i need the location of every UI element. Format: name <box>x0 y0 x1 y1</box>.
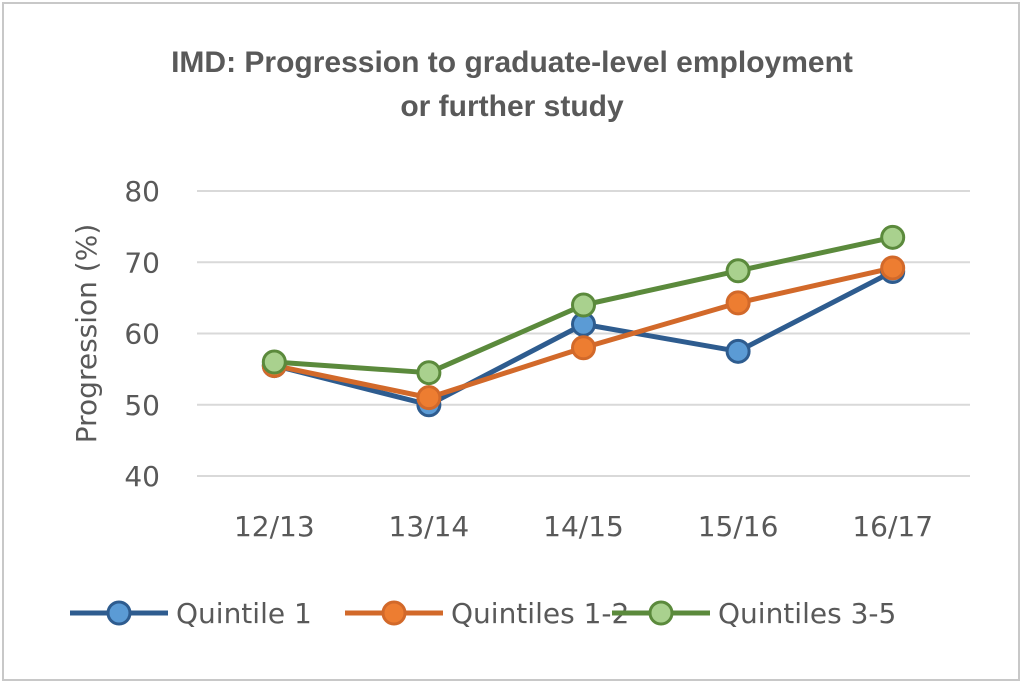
legend-marker-3 <box>648 600 674 626</box>
legend-label-1: Quintile 1 <box>176 597 312 630</box>
data-point-3 <box>725 258 751 284</box>
data-point-1 <box>725 338 751 364</box>
x-tick-label: 12/13 <box>234 510 315 543</box>
data-point-3 <box>416 360 442 386</box>
y-axis-label: Progression (%) <box>70 224 103 444</box>
legend-marker-1 <box>106 600 132 626</box>
data-point-2 <box>571 335 596 361</box>
legend-label-2: Quintiles 1-2 <box>451 597 629 630</box>
data-point-3 <box>571 292 596 318</box>
legend-label-3: Quintiles 3-5 <box>718 597 896 630</box>
y-tick-label: 50 <box>124 389 160 422</box>
data-point-3 <box>880 224 906 250</box>
x-tick-label: 13/14 <box>389 510 470 543</box>
legend-marker-2 <box>381 600 407 626</box>
chart-title-line2: or further study <box>400 90 624 123</box>
y-tick-label: 80 <box>124 175 160 208</box>
chart-title-line1: IMD: Progression to graduate-level emplo… <box>171 46 853 79</box>
y-tick-label: 60 <box>124 318 160 351</box>
x-tick-label: 14/15 <box>543 510 624 543</box>
data-point-2 <box>880 255 906 281</box>
x-tick-label: 16/17 <box>852 510 933 543</box>
data-point-3 <box>261 349 287 375</box>
data-point-2 <box>416 385 442 411</box>
y-tick-label: 70 <box>124 246 160 279</box>
data-point-2 <box>725 290 751 316</box>
x-tick-label: 15/16 <box>698 510 779 543</box>
y-tick-label: 40 <box>124 460 160 493</box>
